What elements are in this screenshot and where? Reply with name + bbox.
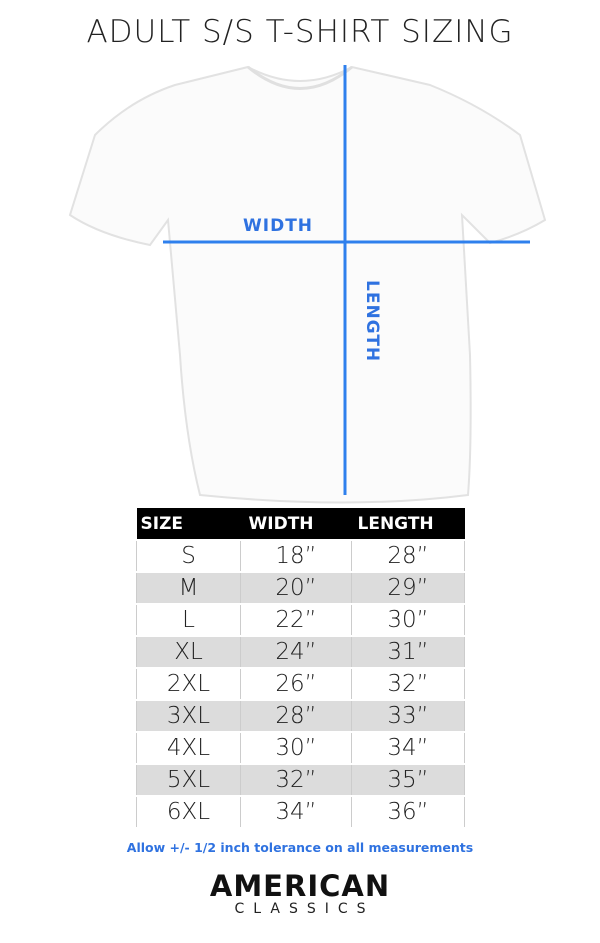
cell-size: S <box>136 539 241 573</box>
cell-width: 18” <box>240 539 352 573</box>
cell-width: 26” <box>240 667 352 701</box>
table-row: 4XL 30” 34” <box>136 731 465 765</box>
table-row: M 20” 29” <box>136 571 465 605</box>
cell-width: 34” <box>240 795 352 829</box>
brand-main: AMERICAN <box>209 869 391 903</box>
cell-length: 34” <box>351 731 465 765</box>
cell-size: L <box>136 603 241 637</box>
table-row: XL 24” 31” <box>136 635 465 669</box>
cell-size: 4XL <box>136 731 241 765</box>
brand-logo: AMERICAN CLASSICS <box>0 871 600 917</box>
cell-size: M <box>136 571 241 605</box>
cell-width: 30” <box>240 731 352 765</box>
cell-length: 28” <box>351 539 465 573</box>
cell-length: 33” <box>351 699 465 733</box>
header-length: LENGTH <box>351 508 465 540</box>
cell-length: 36” <box>351 795 465 829</box>
width-label: WIDTH <box>243 216 314 236</box>
cell-width: 28” <box>240 699 352 733</box>
tshirt-shape <box>68 65 547 504</box>
size-table: SIZE WIDTH LENGTH S 18” 28” M 20” 29” L 22” 30” X… <box>136 508 465 829</box>
page-title: ADULT S/S T-SHIRT SIZING <box>86 14 514 50</box>
cell-length: 31” <box>351 635 465 669</box>
cell-width: 32” <box>240 763 352 797</box>
cell-size: 6XL <box>136 795 241 829</box>
cell-length: 35” <box>351 763 465 797</box>
table-row: 5XL 32” 35” <box>136 763 465 797</box>
table-row: 6XL 34” 36” <box>136 795 465 829</box>
cell-size: XL <box>136 635 241 669</box>
header-size: SIZE <box>136 508 241 540</box>
cell-width: 24” <box>240 635 352 669</box>
tolerance-note: Allow +/- 1/2 inch tolerance on all meas… <box>126 840 474 855</box>
table-row: L 22” 30” <box>136 603 465 637</box>
cell-size: 5XL <box>136 763 241 797</box>
cell-length: 30” <box>351 603 465 637</box>
table-row: S 18” 28” <box>136 539 465 573</box>
table-row: 3XL 28” 33” <box>136 699 465 733</box>
cell-size: 2XL <box>136 667 241 701</box>
brand-sub: CLASSICS <box>234 901 375 917</box>
cell-width: 20” <box>240 571 352 605</box>
tshirt-diagram <box>68 65 547 504</box>
header-width: WIDTH <box>240 508 352 540</box>
cell-width: 22” <box>240 603 352 637</box>
length-label: LENGTH <box>362 280 382 363</box>
table-row: 2XL 26” 32” <box>136 667 465 701</box>
cell-length: 29” <box>351 571 465 605</box>
cell-size: 3XL <box>136 699 241 733</box>
cell-length: 32” <box>351 667 465 701</box>
